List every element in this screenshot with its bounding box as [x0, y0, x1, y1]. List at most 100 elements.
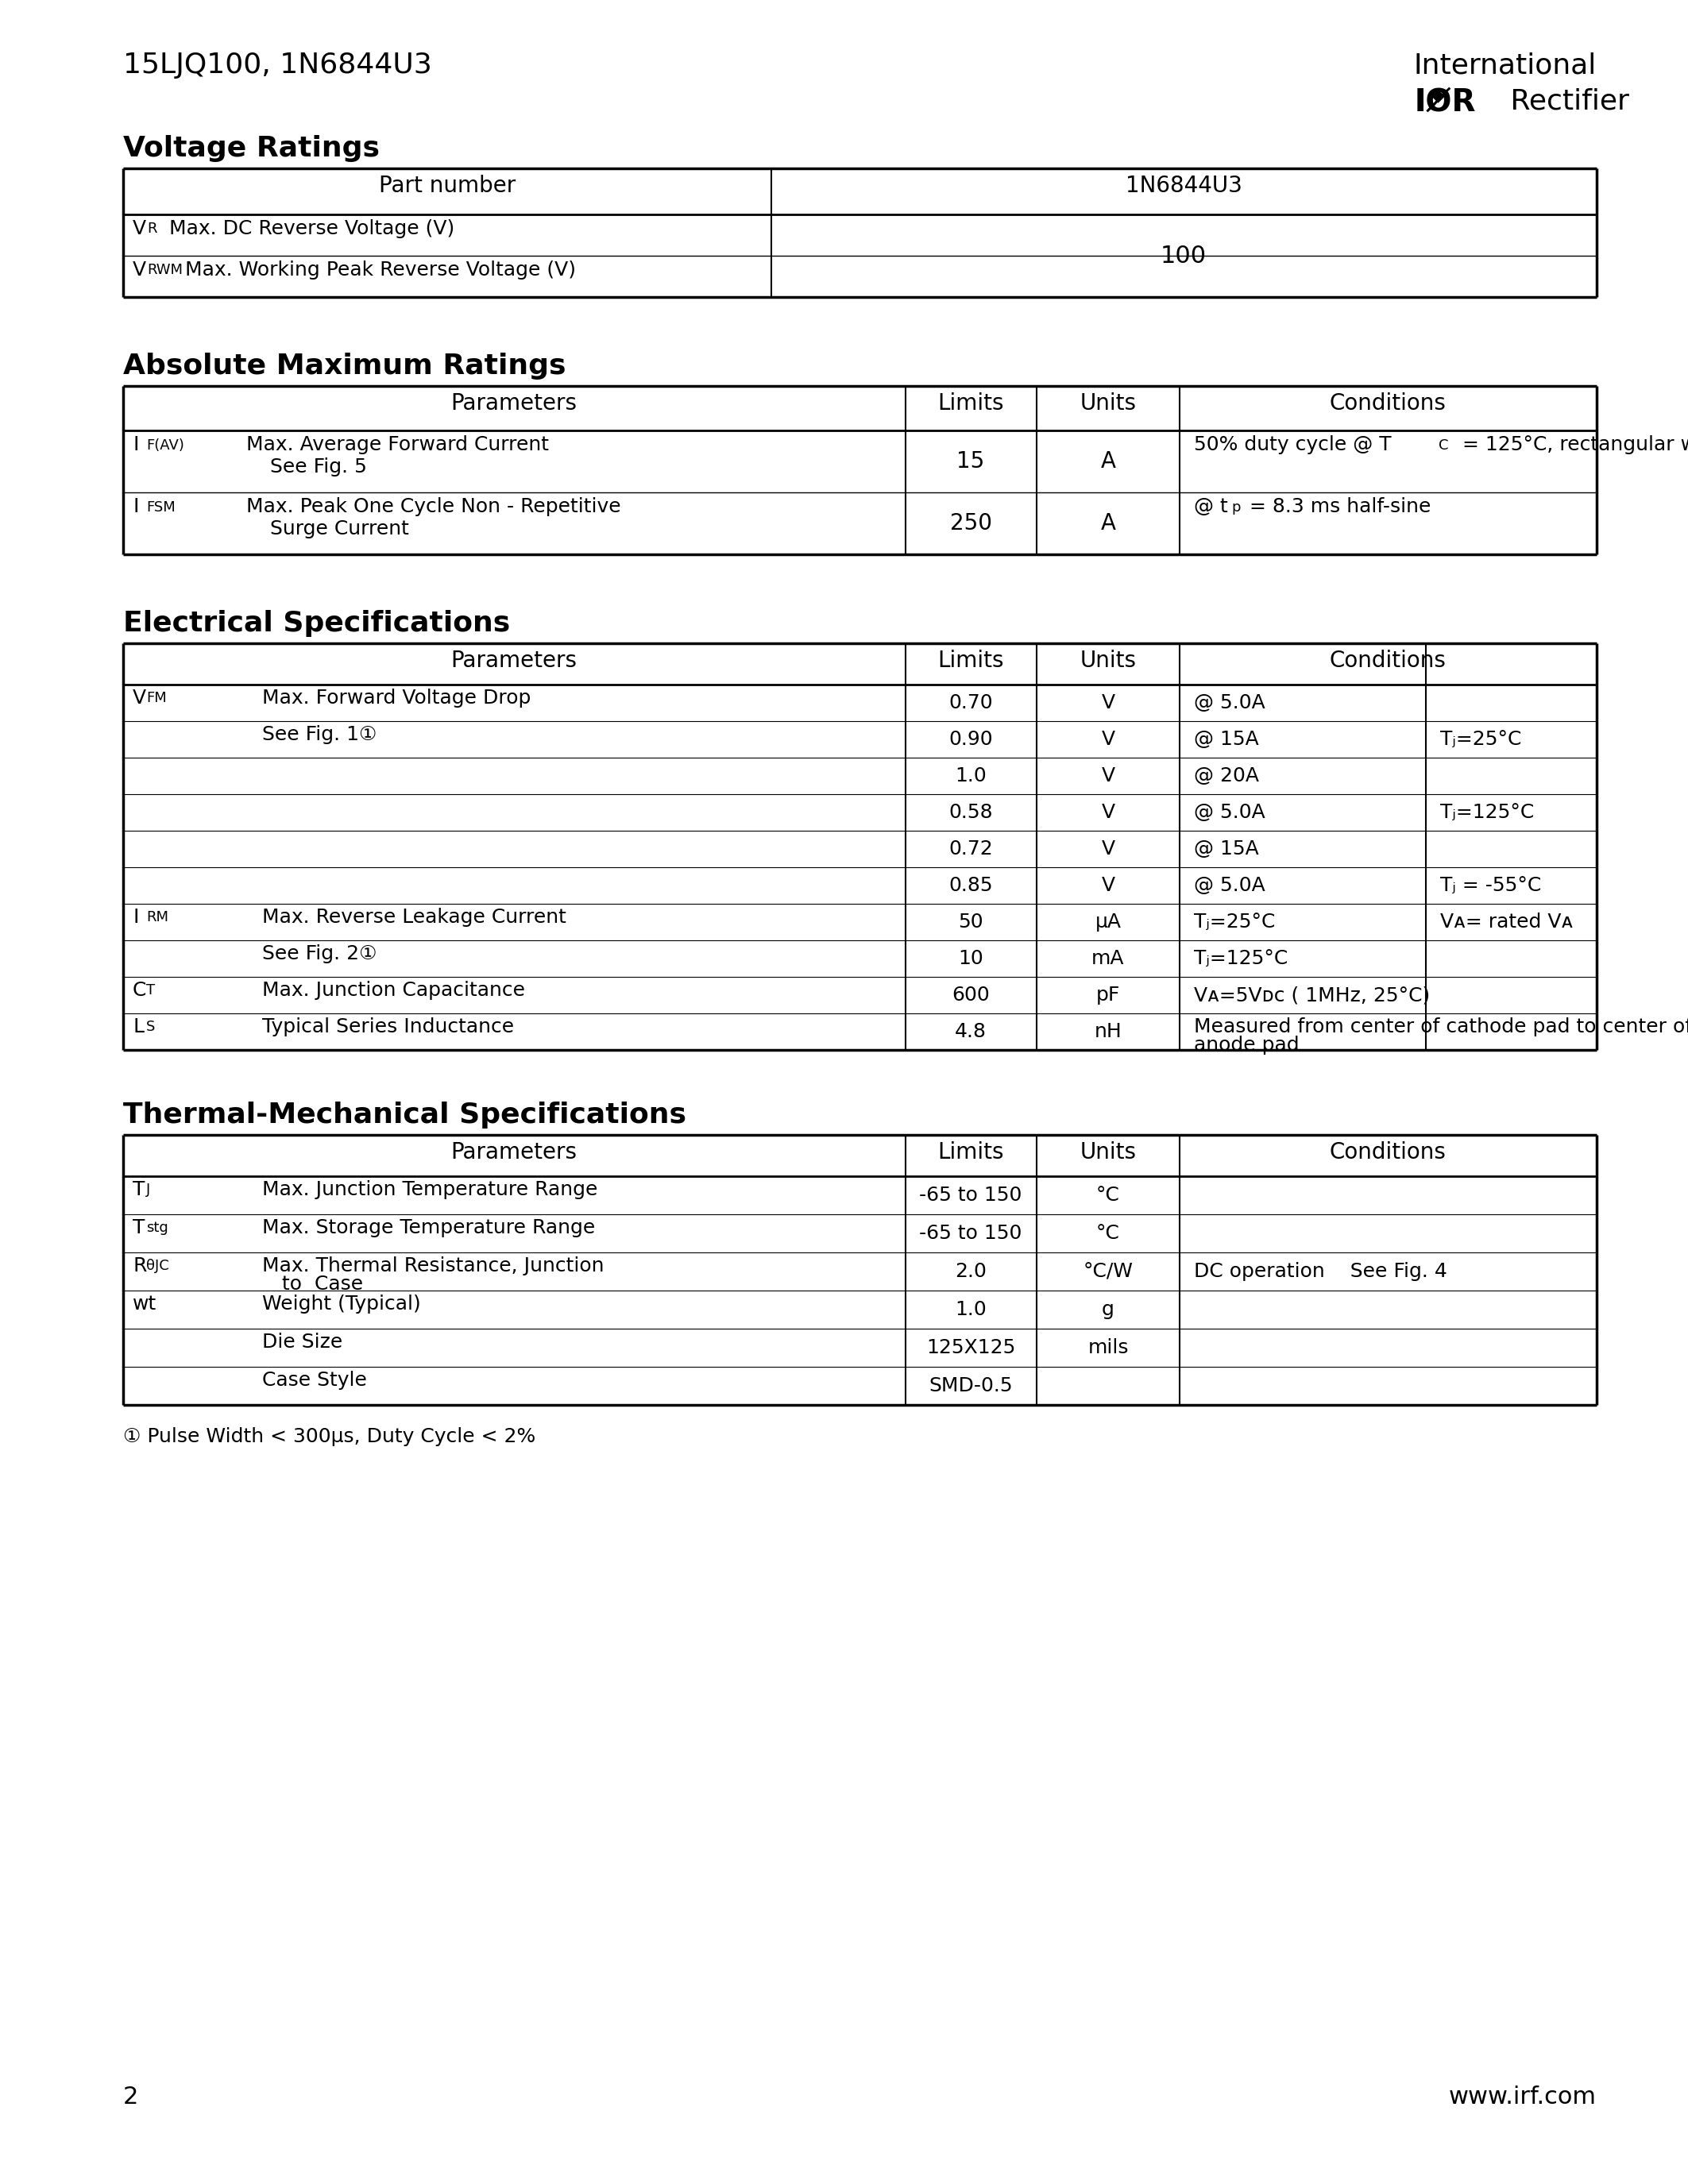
Text: V: V	[1101, 767, 1114, 786]
Text: stg: stg	[147, 1221, 169, 1234]
Text: 600: 600	[952, 985, 989, 1005]
Text: θJC: θJC	[147, 1258, 169, 1273]
Text: Rectifier: Rectifier	[1501, 87, 1629, 114]
Text: Surge Current: Surge Current	[270, 520, 408, 539]
Text: Units: Units	[1080, 393, 1136, 415]
Text: @ 5.0A: @ 5.0A	[1193, 876, 1266, 895]
Text: Parameters: Parameters	[451, 649, 577, 673]
Text: I: I	[133, 435, 138, 454]
Text: T: T	[147, 983, 155, 998]
Text: = 8.3 ms half-sine: = 8.3 ms half-sine	[1242, 498, 1431, 515]
Text: @ 5.0A: @ 5.0A	[1193, 692, 1266, 712]
Text: Parameters: Parameters	[451, 1142, 577, 1164]
Text: °C: °C	[1096, 1186, 1121, 1206]
Text: 10: 10	[959, 950, 984, 968]
Text: Parameters: Parameters	[451, 393, 577, 415]
Text: V: V	[1101, 876, 1114, 895]
Text: Conditions: Conditions	[1330, 393, 1447, 415]
Text: 15: 15	[957, 450, 984, 472]
Text: 2: 2	[123, 2086, 138, 2108]
Text: Vᴀ=5Vᴅᴄ ( 1MHz, 25°C): Vᴀ=5Vᴅᴄ ( 1MHz, 25°C)	[1193, 985, 1430, 1005]
Text: 125X125: 125X125	[927, 1339, 1016, 1356]
Text: nH: nH	[1094, 1022, 1123, 1042]
Text: V: V	[1101, 692, 1114, 712]
Text: Max. Working Peak Reverse Voltage (V): Max. Working Peak Reverse Voltage (V)	[186, 260, 576, 280]
Text: °C/W: °C/W	[1084, 1262, 1133, 1282]
Text: I: I	[133, 909, 138, 926]
Text: V: V	[133, 260, 147, 280]
Text: V: V	[133, 218, 147, 238]
Text: Limits: Limits	[937, 1142, 1004, 1164]
Text: 0.85: 0.85	[949, 876, 993, 895]
Text: 100: 100	[1161, 245, 1207, 266]
Text: IØR: IØR	[1415, 87, 1475, 118]
Text: @ 5.0A: @ 5.0A	[1193, 804, 1266, 821]
Text: 0.72: 0.72	[949, 839, 993, 858]
Text: I: I	[133, 498, 138, 515]
Text: anode pad: anode pad	[1193, 1035, 1300, 1055]
Text: C: C	[133, 981, 147, 1000]
Text: Max. Junction Capacitance: Max. Junction Capacitance	[262, 981, 525, 1000]
Text: Max. Junction Temperature Range: Max. Junction Temperature Range	[262, 1179, 598, 1199]
Text: Units: Units	[1080, 1142, 1136, 1164]
Text: 50: 50	[959, 913, 982, 933]
Text: Max. Peak One Cycle Non - Repetitive: Max. Peak One Cycle Non - Repetitive	[246, 498, 621, 515]
Text: F(AV): F(AV)	[147, 439, 184, 452]
Text: = 125°C, rectangular waveform: = 125°C, rectangular waveform	[1457, 435, 1688, 454]
Text: L: L	[133, 1018, 143, 1037]
Text: 0.58: 0.58	[949, 804, 993, 821]
Text: Tⱼ=25°C: Tⱼ=25°C	[1440, 729, 1521, 749]
Text: 0.90: 0.90	[949, 729, 993, 749]
Text: V: V	[1101, 804, 1114, 821]
Text: 2.0: 2.0	[955, 1262, 986, 1282]
Text: 250: 250	[950, 513, 993, 535]
Text: Part number: Part number	[378, 175, 515, 197]
Text: ◆: ◆	[1431, 87, 1445, 103]
Text: °C: °C	[1096, 1223, 1121, 1243]
Text: Max. Average Forward Current: Max. Average Forward Current	[246, 435, 549, 454]
Text: FSM: FSM	[147, 500, 176, 515]
Text: V: V	[1101, 729, 1114, 749]
Text: International: International	[1415, 52, 1597, 79]
Text: -65 to 150: -65 to 150	[920, 1223, 1023, 1243]
Text: 1.0: 1.0	[955, 1299, 986, 1319]
Text: Case Style: Case Style	[262, 1372, 366, 1389]
Text: RWM: RWM	[147, 262, 182, 277]
Text: Limits: Limits	[937, 649, 1004, 673]
Text: Max. DC Reverse Voltage (V): Max. DC Reverse Voltage (V)	[169, 218, 454, 238]
Text: T: T	[133, 1179, 145, 1199]
Text: to  Case: to Case	[282, 1275, 363, 1293]
Text: g: g	[1102, 1299, 1114, 1319]
Text: -65 to 150: -65 to 150	[920, 1186, 1023, 1206]
Text: S: S	[147, 1020, 155, 1033]
Text: Tⱼ=125°C: Tⱼ=125°C	[1193, 950, 1288, 968]
Text: R: R	[147, 221, 157, 236]
Text: ① Pulse Width < 300μs, Duty Cycle < 2%: ① Pulse Width < 300μs, Duty Cycle < 2%	[123, 1426, 535, 1446]
Text: @ t: @ t	[1193, 498, 1227, 515]
Text: 15LJQ100, 1N6844U3: 15LJQ100, 1N6844U3	[123, 52, 432, 79]
Text: Vᴀ= rated Vᴀ: Vᴀ= rated Vᴀ	[1440, 913, 1573, 933]
Text: Thermal-Mechanical Specifications: Thermal-Mechanical Specifications	[123, 1101, 687, 1129]
Text: See Fig. 2①: See Fig. 2①	[262, 943, 376, 963]
Text: @ 15A: @ 15A	[1193, 729, 1259, 749]
Text: Weight (Typical): Weight (Typical)	[262, 1295, 420, 1313]
Text: 4.8: 4.8	[955, 1022, 986, 1042]
Text: Conditions: Conditions	[1330, 1142, 1447, 1164]
Text: Max. Forward Voltage Drop: Max. Forward Voltage Drop	[262, 688, 532, 708]
Text: @ 20A: @ 20A	[1193, 767, 1259, 786]
Text: DC operation    See Fig. 4: DC operation See Fig. 4	[1193, 1262, 1447, 1282]
Text: Electrical Specifications: Electrical Specifications	[123, 609, 510, 638]
Text: C: C	[1438, 439, 1448, 452]
Text: SMD-0.5: SMD-0.5	[928, 1376, 1013, 1396]
Text: R: R	[133, 1256, 147, 1275]
Text: 1N6844U3: 1N6844U3	[1126, 175, 1242, 197]
Text: I: I	[1415, 87, 1425, 118]
Text: p: p	[1231, 500, 1241, 515]
Text: A: A	[1101, 450, 1116, 472]
Text: Measured from center of cathode pad to center of: Measured from center of cathode pad to c…	[1193, 1018, 1688, 1037]
Text: V: V	[1101, 839, 1114, 858]
Text: mA: mA	[1092, 950, 1124, 968]
Text: Limits: Limits	[937, 393, 1004, 415]
Text: Voltage Ratings: Voltage Ratings	[123, 135, 380, 162]
Text: Max. Storage Temperature Range: Max. Storage Temperature Range	[262, 1219, 596, 1238]
